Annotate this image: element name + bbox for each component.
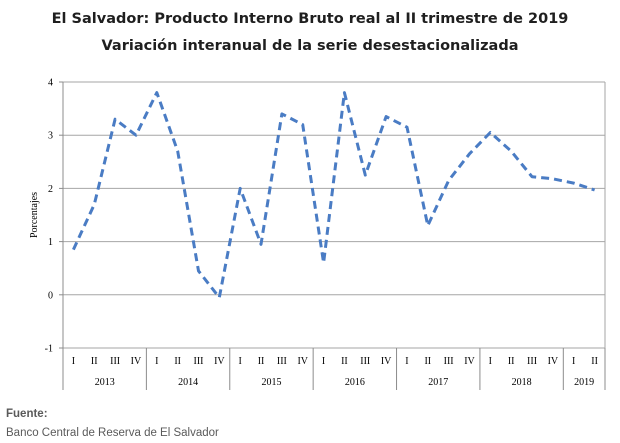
x-tick-label-quarter: III: [527, 356, 537, 367]
y-tick-label: 3: [48, 131, 53, 142]
x-tick-label-quarter: III: [444, 356, 454, 367]
x-tick-label-year: 2018: [512, 377, 532, 388]
x-tick-label-year: 2014: [178, 377, 198, 388]
series-line: [72, 91, 596, 299]
source-label: Fuente:: [6, 408, 48, 420]
x-tick-label-quarter: I: [239, 356, 242, 367]
x-tick-label-year: 2015: [261, 377, 281, 388]
x-tick-label-quarter: I: [155, 356, 158, 367]
y-tick-label: -1: [45, 344, 53, 355]
chart-subtitle: Variación interanual de la serie desesta…: [101, 38, 519, 54]
x-tick-label-quarter: II: [258, 356, 265, 367]
source-text: Banco Central de Reserva de El Salvador: [6, 427, 219, 439]
x-tick-label-quarter: IV: [131, 356, 142, 367]
y-tick-label: 0: [48, 290, 53, 301]
x-tick-label-quarter: III: [360, 356, 370, 367]
x-tick-label-year: 2017: [428, 377, 448, 388]
x-tick-label-quarter: II: [591, 356, 598, 367]
x-tick-label-quarter: IV: [214, 356, 225, 367]
x-tick-label-quarter: IV: [464, 356, 475, 367]
x-tick-label-quarter: III: [277, 356, 287, 367]
x-tick-label-year: 2016: [345, 377, 365, 388]
x-tick-label-quarter: II: [424, 356, 431, 367]
x-tick-label-quarter: II: [91, 356, 98, 367]
x-tick-label-quarter: I: [72, 356, 75, 367]
x-tick-label-quarter: I: [322, 356, 325, 367]
x-tick-label-year: 2019: [574, 377, 594, 388]
chart-title: El Salvador: Producto Interno Bruto real…: [51, 11, 569, 27]
x-tick-label-quarter: I: [572, 356, 575, 367]
y-tick-label: 4: [48, 78, 53, 89]
x-tick-label-quarter: IV: [548, 356, 559, 367]
y-tick-label: 1: [48, 237, 53, 248]
x-tick-label-quarter: IV: [381, 356, 392, 367]
x-tick-label-quarter: II: [508, 356, 515, 367]
x-tick-label-quarter: I: [489, 356, 492, 367]
y-tick-label: 2: [48, 184, 53, 195]
y-axis-label: Porcentajes: [29, 192, 40, 238]
x-tick-label-quarter: III: [110, 356, 120, 367]
x-tick-label-quarter: II: [341, 356, 348, 367]
x-tick-label-quarter: I: [405, 356, 408, 367]
x-tick-label-quarter: III: [194, 356, 204, 367]
x-tick-label-quarter: IV: [297, 356, 308, 367]
x-tick-label-quarter: II: [174, 356, 181, 367]
x-tick-label-year: 2013: [95, 377, 115, 388]
